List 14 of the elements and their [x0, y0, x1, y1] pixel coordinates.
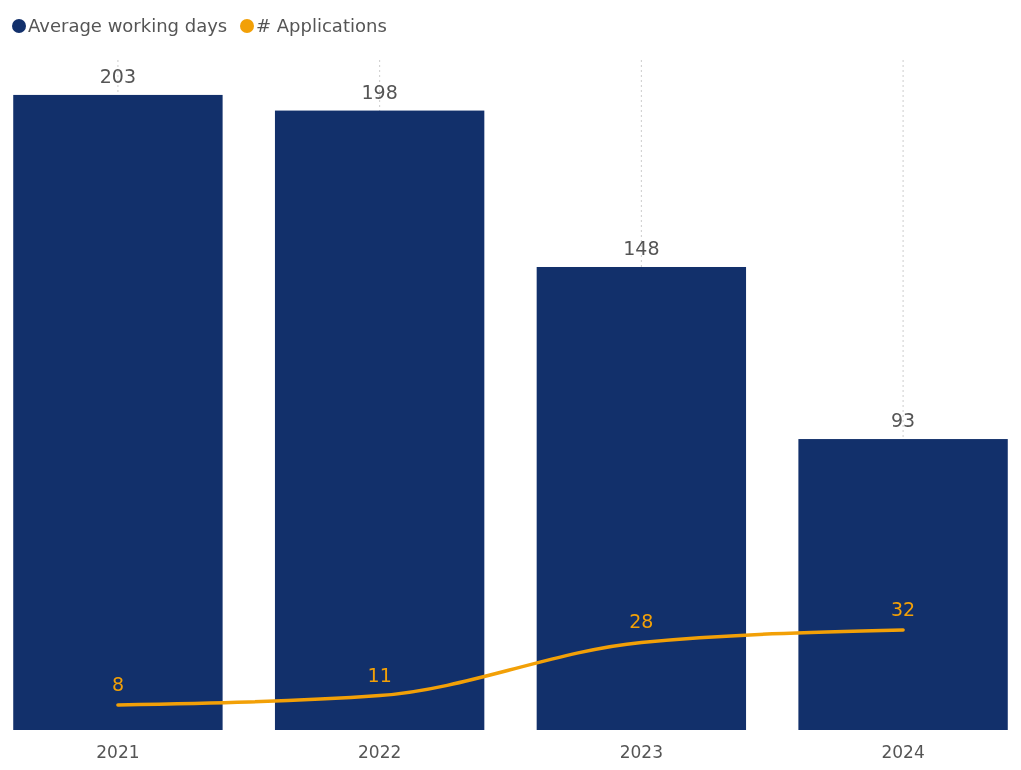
data-label: 198 [361, 80, 398, 103]
x-tick-label: 2023 [619, 742, 663, 762]
data-label: 8 [111, 672, 124, 695]
legend-label: # Applications [256, 15, 387, 36]
data-label: 28 [629, 610, 654, 633]
x-tick-label: 2024 [881, 742, 925, 762]
data-label: 203 [99, 64, 137, 87]
data-label: 32 [890, 597, 916, 620]
data-label: 11 [367, 663, 392, 686]
legend-label: Average working days [28, 15, 228, 36]
x-tick-label: 2022 [358, 742, 402, 762]
x-tick-label: 2021 [96, 742, 140, 762]
data-label: 93 [890, 409, 916, 432]
data-label: 148 [623, 236, 660, 259]
